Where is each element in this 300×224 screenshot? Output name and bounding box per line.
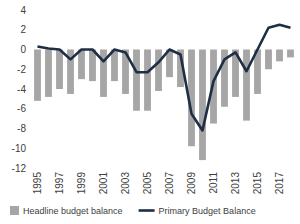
y-tick-label: -12 (12, 163, 27, 174)
y-tick-label: 4 (20, 5, 26, 16)
x-tick-label: 2001 (98, 172, 109, 195)
bar (56, 50, 63, 90)
x-tick-label: 2013 (230, 172, 241, 195)
y-tick-label: -10 (12, 143, 27, 154)
x-tick-label: 2003 (120, 172, 131, 195)
x-tick-label: 2015 (252, 172, 263, 195)
x-tick-label: 1999 (76, 172, 87, 195)
bar (199, 50, 206, 161)
bar (78, 50, 85, 80)
y-tick-label: -6 (17, 103, 26, 114)
x-tick-label: 2007 (164, 172, 175, 195)
y-tick-label: 0 (20, 44, 26, 55)
bar (265, 50, 272, 70)
y-tick-label: -8 (17, 123, 26, 134)
bar (133, 50, 140, 111)
x-tick-label: 2017 (274, 172, 285, 195)
y-tick-label: -2 (17, 64, 26, 75)
x-tick-label: 1997 (54, 172, 65, 195)
x-tick-label: 2011 (208, 172, 219, 194)
chart: -12 -10 -8 -6 -4 -2 0 2 4 1995 1997 1999 2001 2003 200… (0, 0, 300, 224)
bar (144, 50, 151, 111)
bar (287, 50, 294, 58)
bar (243, 50, 250, 121)
legend-swatch (139, 209, 155, 212)
y-tick-label: 2 (20, 24, 26, 35)
x-tick-label: 2005 (142, 172, 153, 195)
bar (34, 50, 41, 101)
legend-label: Headline budget balance (23, 206, 123, 216)
bar (155, 50, 162, 91)
bar (100, 50, 107, 97)
x-tick-label: 2009 (186, 172, 197, 195)
bar (276, 50, 283, 62)
plot-area (34, 25, 294, 160)
y-tick-label: -4 (17, 84, 26, 95)
legend-label: Primary Budget Balance (159, 206, 256, 216)
bar (45, 50, 52, 97)
x-tick-label: 1995 (32, 172, 43, 195)
bar (111, 50, 118, 82)
legend-swatch (10, 206, 19, 215)
line (38, 25, 291, 131)
bar (89, 50, 96, 82)
